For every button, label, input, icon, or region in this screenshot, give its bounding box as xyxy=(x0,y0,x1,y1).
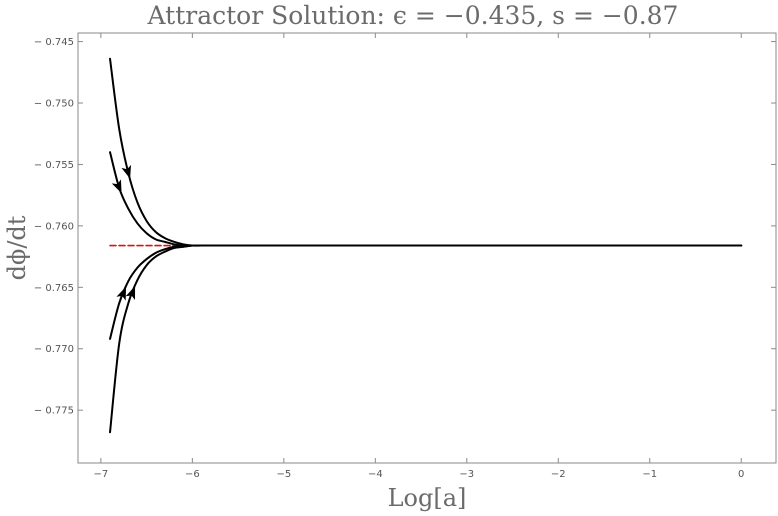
y-tick-label: − 0.775 xyxy=(34,406,74,417)
x-axis-label: Log[a] xyxy=(388,484,467,512)
y-axis-label: dϕ/dt xyxy=(3,215,31,280)
direction-arrow xyxy=(116,286,127,301)
y-axis: − 0.745 − 0.750 − 0.755 − 0.760 − 0.765 − 0.7… xyxy=(34,37,776,417)
y-tick-label: − 0.770 xyxy=(34,344,74,355)
x-tick-label: −3 xyxy=(459,469,474,480)
chart-title: Attractor Solution: ϵ = −0.435, s = −0.8… xyxy=(147,1,679,30)
y-tick-label: − 0.750 xyxy=(34,99,74,110)
x-tick-label: 0 xyxy=(738,469,744,480)
y-tick-label: − 0.755 xyxy=(34,160,74,171)
x-tick-label: −2 xyxy=(551,469,566,480)
x-axis: −7 −6 −5 −4 −3 −2 −1 0 xyxy=(93,33,744,480)
x-tick-label: −7 xyxy=(93,469,108,480)
y-tick-label: − 0.745 xyxy=(34,37,74,48)
trajectory-line xyxy=(109,57,743,247)
y-tick-label: − 0.760 xyxy=(34,221,74,232)
direction-arrow xyxy=(111,179,122,194)
series-layer xyxy=(109,57,743,434)
direction-arrow xyxy=(125,286,136,300)
y-tick-label: − 0.765 xyxy=(34,283,74,294)
x-tick-label: −4 xyxy=(368,469,383,480)
direction-arrow xyxy=(121,164,132,179)
x-tick-label: −1 xyxy=(642,469,657,480)
trajectory-line xyxy=(109,244,743,340)
trajectory-line xyxy=(109,244,743,434)
plot-frame xyxy=(77,32,777,464)
trajectory-line xyxy=(109,151,743,247)
x-tick-label: −5 xyxy=(276,469,291,480)
x-tick-label: −6 xyxy=(185,469,200,480)
